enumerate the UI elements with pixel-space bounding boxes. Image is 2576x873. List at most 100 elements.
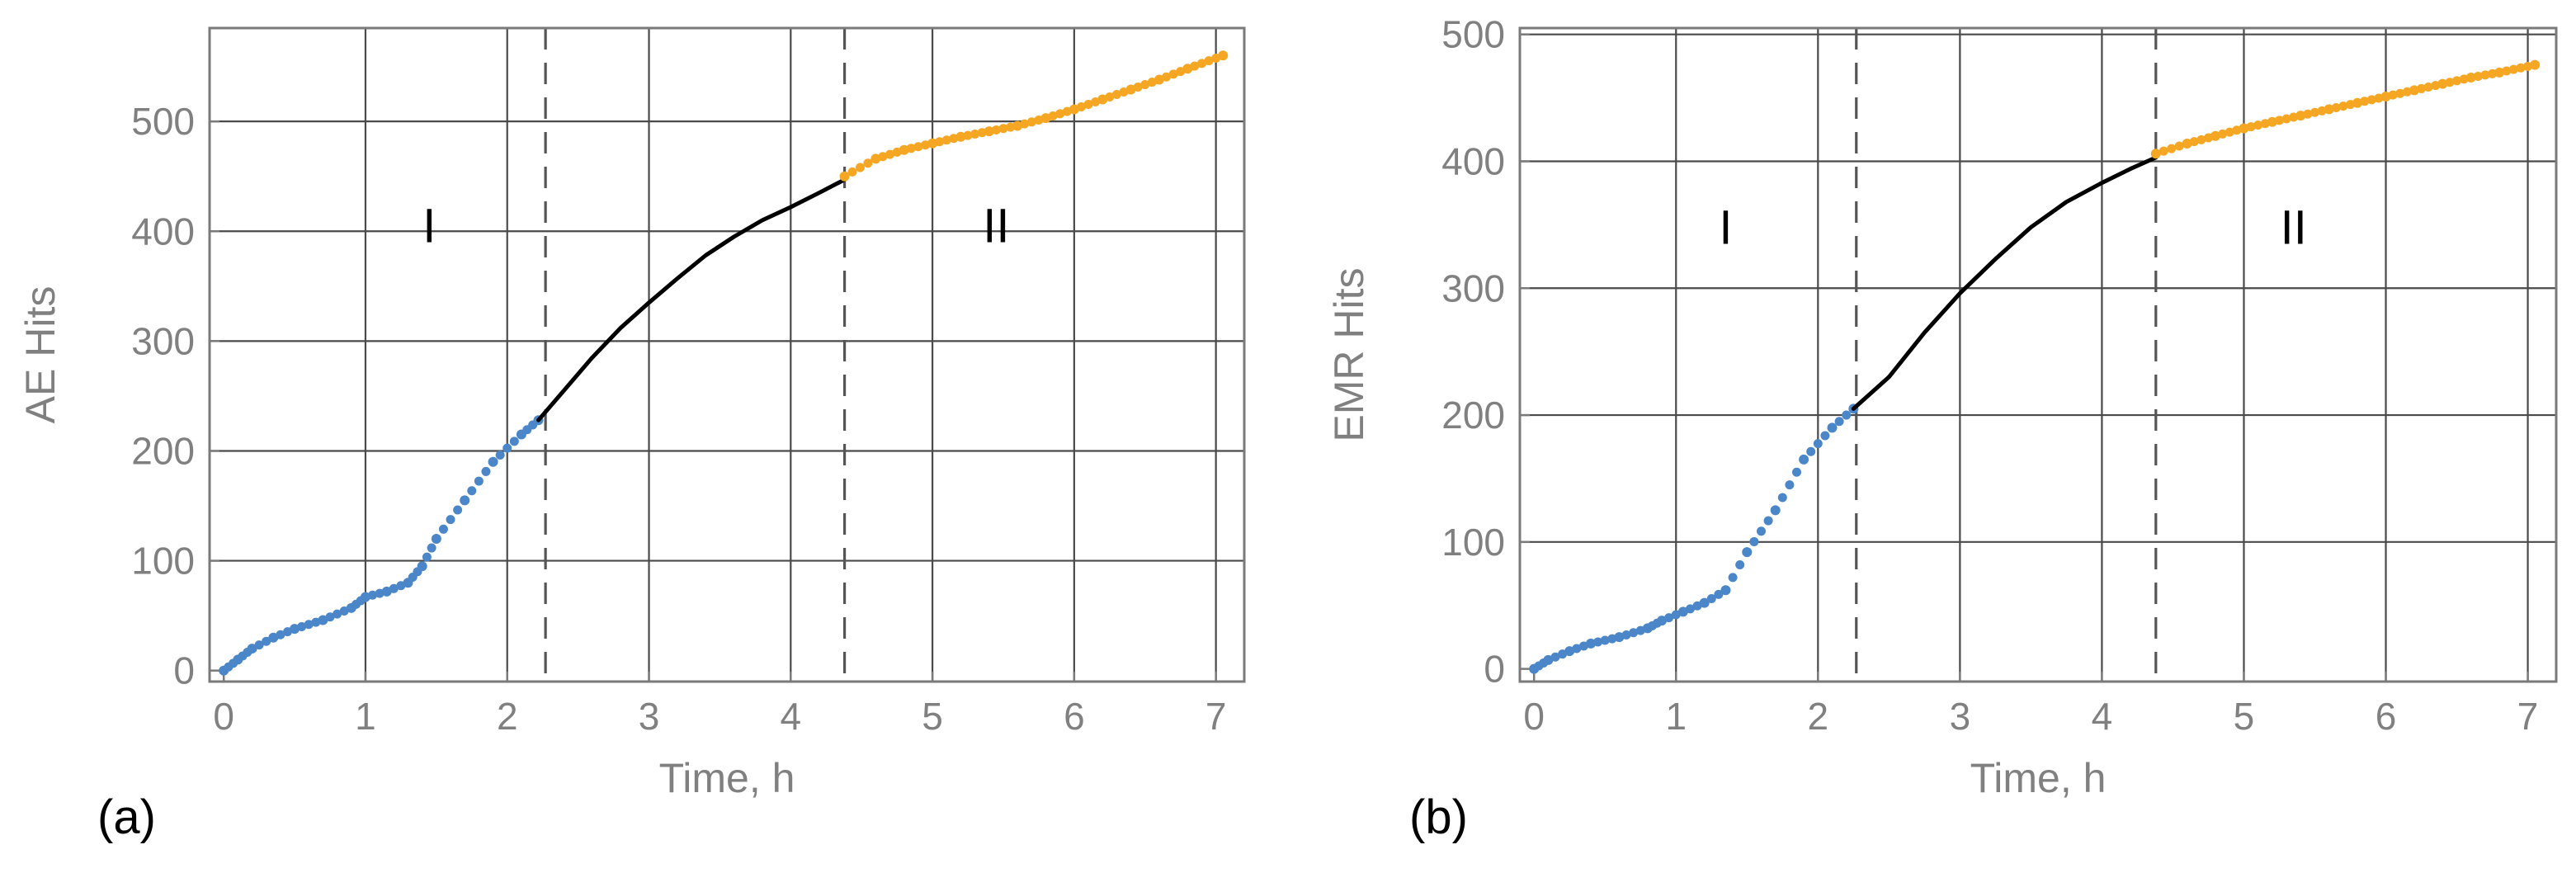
x-tick-label: 0 [213,695,234,738]
data-point [1820,431,1830,441]
data-point [1147,78,1157,87]
data-point [2338,101,2348,111]
y-tick-label: 400 [1441,139,1505,182]
data-point-cloud [1534,410,1852,671]
data-point [422,552,432,562]
data-point [1558,649,1568,659]
x-tick-label: 5 [922,695,943,738]
data-point [356,596,366,606]
data-point [1154,74,1164,85]
y-tick-label: 0 [1484,648,1505,691]
data-point [913,142,923,152]
data-point [2346,100,2356,110]
data-point [2352,97,2363,108]
data-point [1607,634,1617,644]
data-point [1728,573,1738,583]
data-point [368,590,378,600]
data-point [2253,120,2263,130]
data-point [941,135,951,145]
data-point [906,144,916,153]
data-point [282,627,292,637]
data-point [1629,628,1639,638]
x-tick-label: 4 [781,695,802,738]
data-point [2274,116,2284,125]
data-point [1706,594,1716,604]
panel-label: (a) [97,790,156,844]
y-tick-label: 500 [1441,13,1505,56]
data-point [2488,68,2498,78]
chart-panel-a: 0 1 2 3 4 5 6 7 0 100 200 300 400 500 Time, h AE Hits (a… [17,26,1246,844]
data-point [2530,59,2541,70]
fit-line [536,177,847,422]
data-point [920,140,930,150]
data-point [2324,104,2334,115]
plot-area [1520,28,2556,682]
data-point [1162,72,1172,82]
data-point [1692,601,1702,611]
data-point [1671,610,1681,620]
data-point [268,632,279,643]
data-point [878,152,888,162]
data-point [427,543,436,553]
data-point [2310,107,2320,117]
data-point [2516,63,2526,73]
data-point [2267,116,2277,127]
data-point [1140,80,1150,90]
data-point [304,620,314,630]
data-point [2523,61,2533,71]
data-point [2225,127,2234,137]
data-point [984,126,994,137]
x-tick-label: 1 [1665,695,1687,738]
data-point [885,149,895,159]
data-point [2395,88,2405,98]
data-point [1168,69,1178,79]
plot-area [210,28,1244,682]
data-point [2388,90,2398,100]
y-axis-title: EMR Hits [1326,267,1372,441]
data-point [2502,66,2512,76]
data-point [481,466,491,476]
data-point [2465,72,2476,83]
data-point [2189,137,2199,147]
data-point [2452,76,2462,86]
x-tick-label: 0 [1523,695,1545,738]
data-point [474,476,484,486]
data-point [2303,109,2313,119]
plot-frame [208,26,1246,683]
y-tick-label: 300 [131,319,195,362]
data-point [381,586,392,597]
data-point [963,130,973,140]
data-point [431,533,441,544]
data-point [2210,130,2221,141]
data-point [1182,64,1193,74]
data-point [2480,70,2490,80]
data-point-cloud [847,53,1221,177]
data-point [2402,87,2412,97]
y-tick-label: 400 [131,210,195,252]
data-point [2459,74,2469,84]
data-point [1735,560,1745,570]
data-point [1196,59,1206,68]
data-point [333,609,342,619]
panel-label: (b) [1409,790,1468,844]
data-point [1111,90,1121,100]
data-point [1539,658,1549,668]
data-point [396,581,406,591]
data-point [1664,613,1674,623]
region-label: II [2281,201,2307,254]
data-point [955,131,966,142]
data-point [2360,97,2370,106]
data-point [1685,604,1695,614]
y-tick-label: 200 [131,429,195,472]
data-point [495,450,505,460]
data-point [1635,625,1645,635]
data-point [502,443,512,453]
y-tick-label: 100 [131,540,195,583]
data-point [2260,119,2270,129]
x-tick-label: 7 [2517,695,2539,738]
data-point [311,617,321,627]
data-point [1190,61,1200,71]
data-point [1600,635,1610,645]
data-point [1119,87,1129,97]
